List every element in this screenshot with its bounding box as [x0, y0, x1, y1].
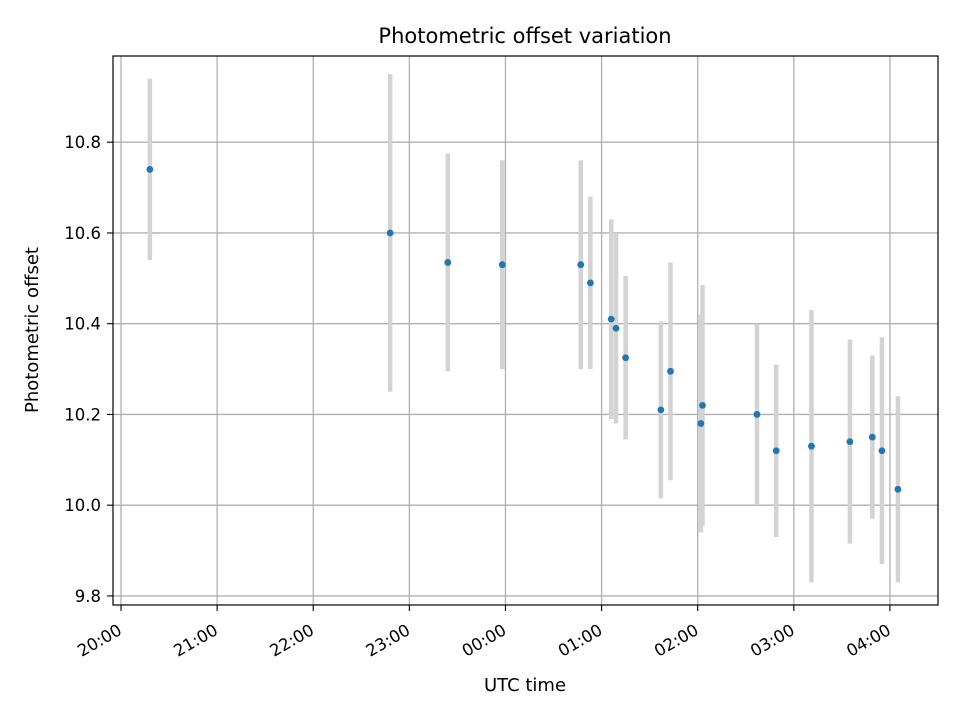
data-point: [697, 420, 705, 427]
data-point: [577, 261, 585, 269]
data-point: [622, 354, 630, 362]
y-axis-ticks: 9.8 10.0 10.2 10.4 10.6 10.8: [64, 133, 113, 606]
data-point: [878, 447, 886, 455]
y-tick-label: 9.8: [75, 587, 101, 606]
y-tick-label: 10.4: [64, 315, 101, 334]
data-point: [612, 324, 620, 332]
chart-title: Photometric offset variation: [378, 24, 671, 48]
data-point: [498, 261, 506, 269]
data-points: [146, 166, 902, 493]
data-point: [808, 442, 815, 450]
data-point: [753, 411, 761, 418]
data-point: [699, 401, 706, 409]
data-point: [444, 259, 452, 266]
data-point: [894, 485, 902, 493]
y-tick-label: 10.8: [64, 133, 101, 152]
y-tick-label: 10.0: [64, 496, 101, 515]
data-point: [667, 367, 674, 375]
data-point: [846, 438, 854, 446]
x-axis-label: UTC time: [484, 675, 566, 696]
y-tick-label: 10.2: [64, 405, 101, 424]
data-point: [868, 433, 876, 441]
y-axis-label: Photometric offset: [22, 247, 43, 413]
data-point: [386, 229, 394, 237]
plot-frame: [112, 55, 939, 606]
data-point: [146, 166, 154, 173]
grid-lines: [113, 56, 938, 605]
data-point: [586, 279, 594, 287]
data-point: [772, 447, 780, 455]
data-point: [607, 315, 615, 323]
y-tick-label: 10.6: [64, 224, 101, 243]
data-point: [657, 406, 665, 414]
